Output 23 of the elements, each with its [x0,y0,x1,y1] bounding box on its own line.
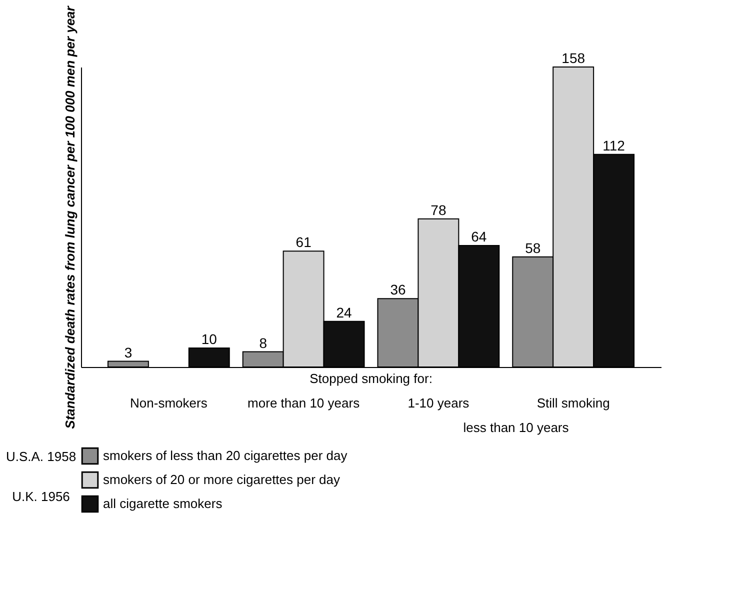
data-label: 64 [471,228,487,244]
text: Stopped smoking for: [310,371,432,386]
text: less than 10 years [463,420,570,435]
legend-label: smokers of 20 or more cigarettes per day [103,472,340,487]
x-tick-label: Still smoking [536,396,610,410]
y-axis-title: Standardized death rates from lung cancer per 100 000 men per year [62,5,78,429]
data-label: 158 [562,50,586,66]
data-label: 112 [602,137,626,154]
data-label: 58 [525,240,541,256]
legend-label: all cigarette smokers [103,496,223,511]
text: U.K. 1956 [12,489,70,504]
data-label: 3 [124,344,132,360]
x-tick-label: 1-10 years [408,396,470,410]
text: U.S.A. 1958 [6,449,76,464]
data-label: 10 [201,331,218,348]
x-tick-label: Non-smokers [130,396,208,410]
data-label: 36 [390,282,406,298]
data-label: 61 [296,234,312,250]
legend-label: smokers of less than 20 cigarettes per day [103,448,348,463]
data-label: 24 [336,304,352,320]
data-label: 8 [259,334,268,351]
x-tick-label: more than 10 years [248,396,360,410]
data-label: 78 [430,202,446,218]
